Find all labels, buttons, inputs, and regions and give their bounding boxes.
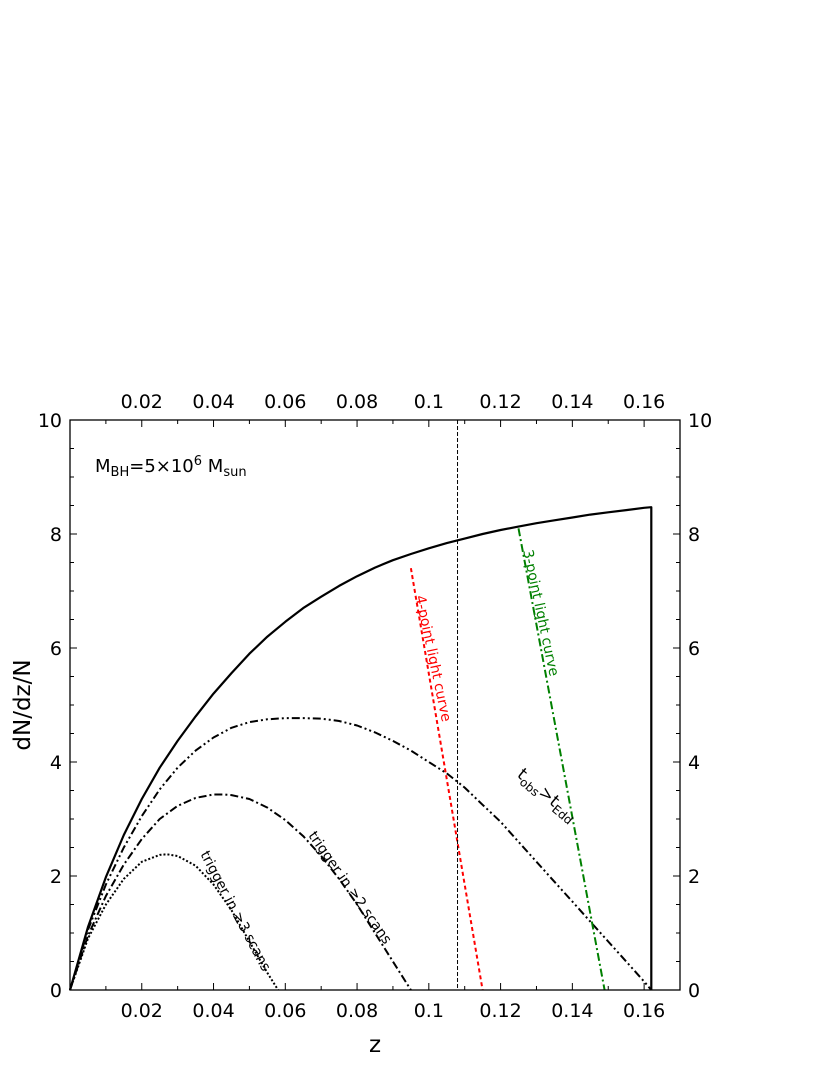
tobs-tedd-text: tobs>tEdd: [512, 765, 581, 828]
x-tick-label: 0.08: [336, 1000, 378, 1022]
y-tick-label: 8: [50, 524, 62, 546]
x-tick-label: 0.14: [551, 1000, 593, 1022]
y-tick-label: 4: [50, 752, 62, 774]
x-tick-label: 0.16: [623, 1000, 665, 1022]
curve-label: trigger in ≥3 scans: [197, 848, 274, 974]
y-tick-label: 0: [50, 980, 62, 1002]
x-tick-label-top: 0.06: [264, 391, 306, 413]
series-line-5: [409, 568, 484, 991]
series-line-2: [69, 717, 653, 991]
x-tick-label-top: 0.1: [414, 391, 444, 413]
curve-labels: 4-point light curve 3-point light curve tr…: [197, 548, 562, 974]
y-axis-label: dN/dz/N: [10, 659, 36, 750]
x-tick-label: 0.02: [121, 1000, 163, 1022]
x-tick-label: 0.04: [192, 1000, 234, 1022]
mass-annotation-sub2: sun: [223, 465, 246, 480]
mass-annotation-mid: =5×10: [129, 456, 194, 477]
y-tick-label-right: 2: [688, 866, 700, 888]
y-tick-label-right: 0: [688, 980, 700, 1002]
mass-annotation-sup: 6: [194, 454, 202, 469]
y-tick-label-right: 6: [688, 638, 700, 660]
y-tick-label: 10: [38, 410, 62, 432]
x-tick-label-top: 0.12: [479, 391, 521, 413]
mass-annotation-sp: M: [202, 456, 223, 477]
x-tick-label: 0.12: [479, 1000, 521, 1022]
y-tick-label-right: 8: [688, 524, 700, 546]
x-axis-label: z: [369, 1032, 381, 1058]
series-line-6: [517, 528, 606, 991]
series-line-3: [69, 793, 412, 991]
series-line-4: [69, 853, 279, 991]
plot-frame: [69, 419, 681, 991]
series-layer: [68, 506, 653, 991]
curve-label: 4-point light curve: [412, 594, 454, 723]
x-tick-label: 0.06: [264, 1000, 306, 1022]
curve-label: 3-point light curve: [519, 548, 561, 677]
curve-label: trigger in ≥2 scans: [305, 829, 395, 948]
mass-annotation: MBH=5×106 Msun: [95, 454, 247, 480]
x-tick-label-top: 0.16: [623, 391, 665, 413]
y-tick-label: 6: [50, 638, 62, 660]
ticks: 0.02 0.02 0.04 0.04 0.06 0.06 0.08 0.08 0.1 0.1 0.…: [38, 391, 712, 1022]
y-tick-label-right: 4: [688, 752, 700, 774]
mass-annotation-base: M: [95, 456, 111, 477]
y-tick-label-right: 10: [688, 410, 712, 432]
x-tick-label-top: 0.08: [336, 391, 378, 413]
tobs-tedd-label: tobs>tEdd: [512, 765, 581, 828]
x-tick-label-top: 0.14: [551, 391, 593, 413]
mass-annotation-sub1: BH: [111, 465, 130, 480]
x-tick-label-top: 0.02: [121, 391, 163, 413]
series-line-1: [68, 506, 653, 991]
x-tick-label: 0.1: [414, 1000, 444, 1022]
x-tick-label-top: 0.04: [192, 391, 234, 413]
y-tick-label: 2: [50, 866, 62, 888]
